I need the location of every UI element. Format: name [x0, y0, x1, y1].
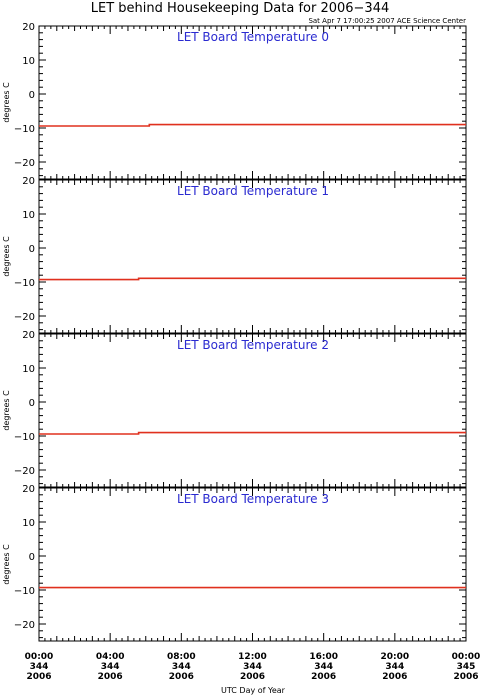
x-tick-doy: 345 [457, 662, 476, 672]
x-tick-time: 00:00 [25, 652, 54, 662]
y-tick-label: 10 [22, 210, 35, 221]
y-tick-label: −20 [14, 620, 35, 631]
y-axis-label: degrees C [2, 236, 11, 277]
panel-frame [38, 333, 467, 488]
y-tick-label: 20 [22, 484, 35, 495]
series-line [39, 277, 466, 281]
y-tick-label: 0 [29, 244, 35, 255]
series-line [39, 123, 466, 127]
y-tick-label: 0 [29, 552, 35, 563]
y-tick-label: −20 [14, 312, 35, 323]
panel-2: 20 10 0 −10 −20 LET Board Temperature 2 degree… [2, 330, 467, 488]
y-axis-label: degrees C [2, 390, 11, 431]
panel-0: 20 10 0 −10 −20 LET Board Temperature 0 degree… [2, 22, 467, 180]
y-tick-label: −20 [14, 466, 35, 477]
y-axis-label: degrees C [2, 544, 11, 585]
x-axis-labels: 00:00344200604:00344200608:00344200612:0… [25, 652, 481, 682]
panel-title: LET Board Temperature 0 [177, 30, 329, 44]
x-tick-doy: 344 [30, 662, 49, 672]
y-tick-label: 10 [22, 364, 35, 375]
x-axis-title: UTC Day of Year [221, 686, 286, 695]
panel-title: LET Board Temperature 3 [177, 492, 329, 506]
panel-3: 20 10 0 −10 −20 LET Board Temperature 3 degree… [2, 484, 467, 642]
x-tick-year: 2006 [26, 672, 51, 682]
series-line [39, 431, 466, 435]
x-tick-year: 2006 [311, 672, 336, 682]
panel-title: LET Board Temperature 2 [177, 338, 329, 352]
panel-frame [38, 179, 467, 334]
x-tick-doy: 344 [172, 662, 191, 672]
x-tick-time: 16:00 [309, 652, 338, 662]
x-tick-time: 08:00 [167, 652, 196, 662]
panel-title: LET Board Temperature 1 [177, 184, 329, 198]
y-tick-label: 20 [22, 22, 35, 33]
y-tick-label: −10 [14, 586, 35, 597]
x-tick-time: 00:00 [452, 652, 481, 662]
x-tick-doy: 344 [101, 662, 120, 672]
y-tick-label: 10 [22, 518, 35, 529]
chart-subtitle: Sat Apr 7 17:00:25 2007 ACE Science Cent… [308, 17, 466, 25]
panel-1: 20 10 0 −10 −20 LET Board Temperature 1 degree… [2, 176, 467, 334]
x-tick-time: 20:00 [381, 652, 410, 662]
x-tick-year: 2006 [240, 672, 265, 682]
x-tick-year: 2006 [98, 672, 123, 682]
x-tick-time: 12:00 [238, 652, 267, 662]
x-tick-doy: 344 [385, 662, 404, 672]
y-tick-label: 20 [22, 330, 35, 341]
y-tick-label: −20 [14, 158, 35, 169]
y-axis-label: degrees C [2, 82, 11, 123]
chart-title: LET behind Housekeeping Data for 2006−34… [91, 1, 390, 16]
y-tick-label: −10 [14, 432, 35, 443]
x-tick-year: 2006 [453, 672, 478, 682]
y-tick-label: −10 [14, 278, 35, 289]
y-tick-label: 0 [29, 90, 35, 101]
y-tick-label: −10 [14, 124, 35, 135]
x-tick-year: 2006 [382, 672, 407, 682]
y-tick-label: 10 [22, 56, 35, 67]
panel-frame [38, 25, 467, 180]
panel-frame [38, 487, 467, 642]
panels-group: 20 10 0 −10 −20 LET Board Temperature 0 degree… [2, 22, 467, 642]
x-tick-year: 2006 [169, 672, 194, 682]
x-tick-doy: 344 [243, 662, 262, 672]
x-tick-doy: 344 [314, 662, 333, 672]
y-tick-label: 0 [29, 398, 35, 409]
x-tick-time: 04:00 [96, 652, 125, 662]
y-tick-label: 20 [22, 176, 35, 187]
